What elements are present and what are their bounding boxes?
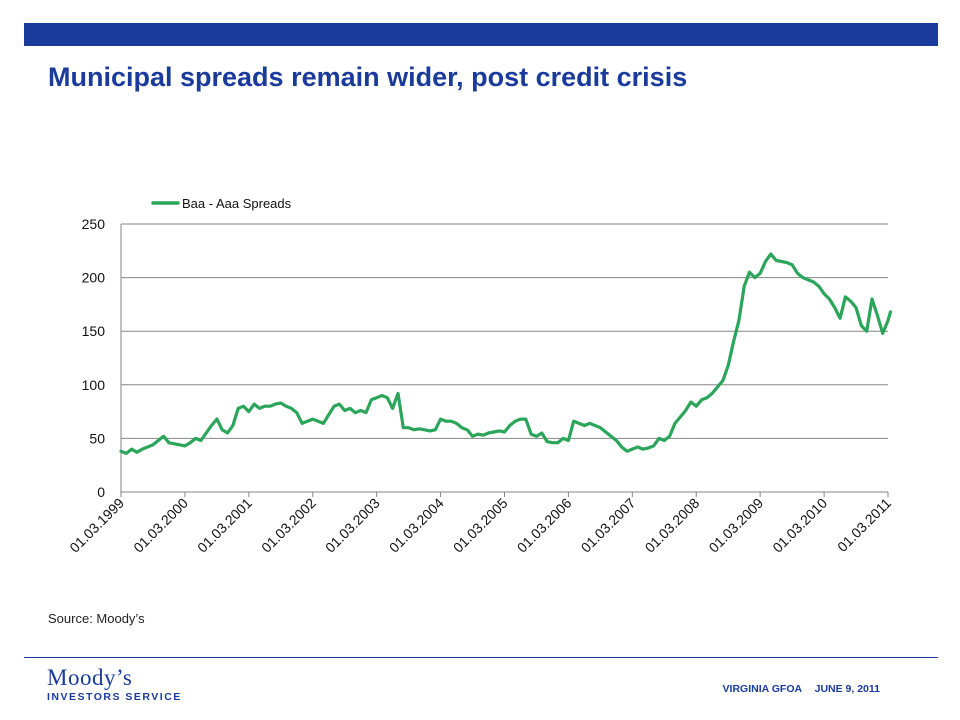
y-tick-label: 50 [89,430,105,446]
footer-org: VIRGINIA GFOA [722,683,802,695]
slide-title: Municipal spreads remain wider, post cre… [48,62,688,92]
x-tick-label: 01.03.2008 [642,495,703,556]
x-tick-label: 01.03.2001 [194,495,255,556]
x-tick-label: 01.03.1999 [66,495,127,556]
x-tick-label: 01.03.2005 [450,495,511,556]
y-tick-label: 0 [97,484,105,500]
footer-date: JUNE 9, 2011 [814,683,880,695]
y-tick-label: 200 [82,270,106,286]
footer-info: VIRGINIA GFOA JUNE 9, 2011 [723,683,880,695]
moodys-logo: Moody’s INVESTORS SERVICE [47,665,182,703]
x-tick-label: 01.03.2003 [322,495,383,556]
x-tick-label: 01.03.2004 [386,495,447,556]
series-line [119,252,893,455]
x-tick-label: 01.03.2006 [514,495,575,556]
header-bar [24,23,938,46]
footer-divider [24,657,938,658]
x-tick-label: 01.03.2000 [130,495,191,556]
y-tick-label: 150 [82,323,106,339]
y-tick-label: 100 [82,377,106,393]
legend-label: Baa - Aaa Spreads [182,196,292,211]
x-tick-label: 01.03.2011 [834,495,894,555]
x-tick-label: 01.03.2010 [769,495,830,556]
logo-wordmark: Moody’s [47,665,133,690]
y-tick-label: 250 [82,216,106,232]
source-note: Source: Moody’s [48,611,145,626]
x-tick-label: 01.03.2009 [705,495,766,556]
logo-tagline: INVESTORS SERVICE [47,691,182,703]
x-tick-label: 01.03.2002 [258,495,319,556]
x-tick-label: 01.03.2007 [578,495,639,556]
